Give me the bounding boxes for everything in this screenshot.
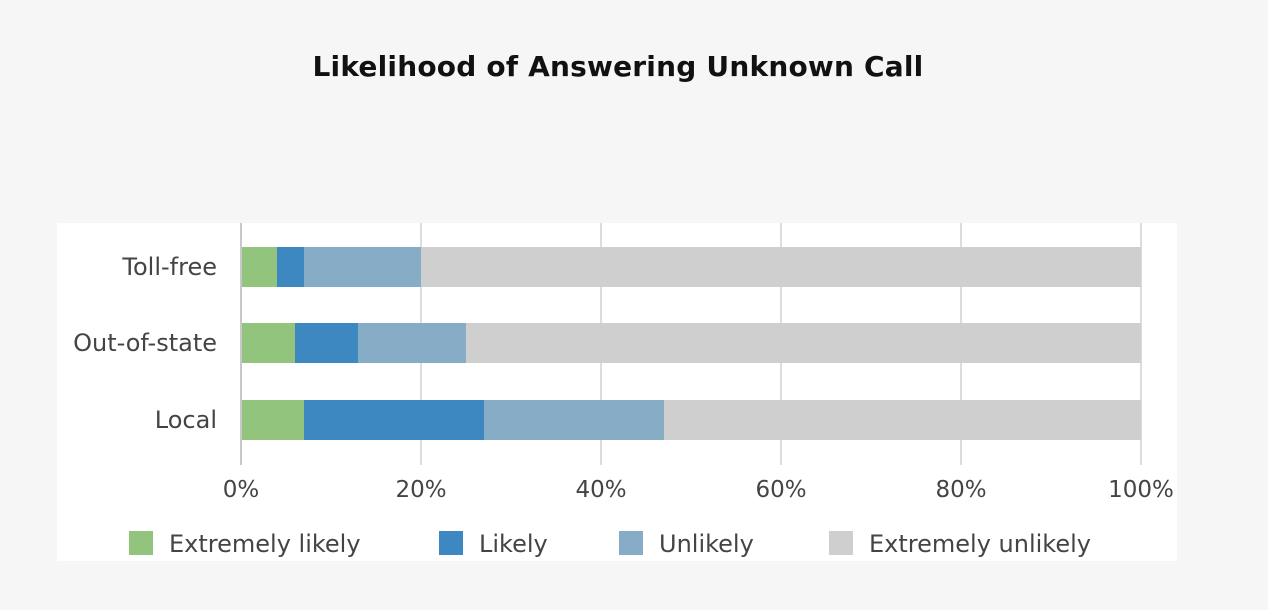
x-tick-label: 100%	[1108, 477, 1174, 503]
bar-segment	[277, 247, 304, 287]
bar-segment	[484, 400, 664, 440]
chart-panel: Toll-free Out-of-state Local 0% 20% 40% 60% 80%…	[57, 223, 1177, 561]
category-label: Out-of-state	[73, 329, 217, 357]
legend-label: Unlikely	[659, 530, 754, 558]
x-tick-label: 60%	[755, 477, 806, 503]
bar-segment	[241, 247, 277, 287]
legend-label: Likely	[479, 530, 548, 558]
bar-segment	[304, 247, 421, 287]
bar-segment	[358, 323, 466, 363]
category-label: Toll-free	[121, 253, 217, 281]
bar-segment	[304, 400, 484, 440]
legend-swatch	[829, 531, 853, 555]
bar-segment	[466, 323, 1141, 363]
bar-segment	[421, 247, 1141, 287]
category-label: Local	[155, 406, 217, 434]
legend-swatch	[439, 531, 463, 555]
x-tick-label: 80%	[935, 477, 986, 503]
legend-label: Extremely likely	[169, 530, 361, 558]
bar-segment	[241, 400, 304, 440]
legend-swatch	[619, 531, 643, 555]
legend-swatch	[129, 531, 153, 555]
page-title: Likelihood of Answering Unknown Call	[312, 50, 924, 83]
x-tick-label: 40%	[575, 477, 626, 503]
stacked-bar-chart: Toll-free Out-of-state Local 0% 20% 40% 60% 80%…	[73, 223, 1174, 558]
bar-segment	[241, 323, 295, 363]
legend-label: Extremely unlikely	[869, 530, 1091, 558]
bar-segment	[664, 400, 1141, 440]
bar-segment	[295, 323, 358, 363]
x-tick-label: 20%	[395, 477, 446, 503]
x-tick-label: 0%	[223, 477, 260, 503]
